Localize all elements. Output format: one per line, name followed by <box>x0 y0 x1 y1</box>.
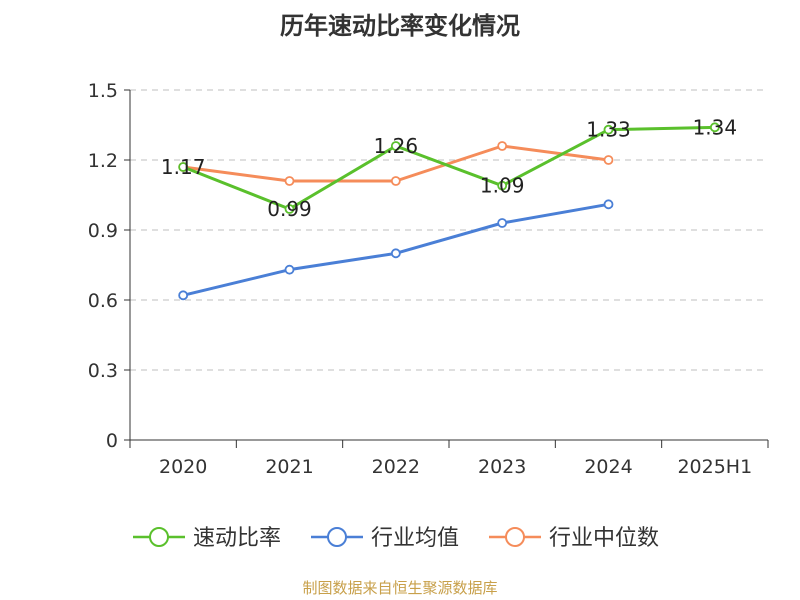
x-tick-label: 2022 <box>372 456 420 478</box>
data-point <box>497 180 508 191</box>
source-note: 制图数据来自恒生聚源数据库 <box>302 579 498 597</box>
data-point <box>284 264 295 275</box>
legend-marker <box>327 527 347 547</box>
data-point <box>390 141 401 151</box>
data-point <box>178 290 189 301</box>
legend-label: 速动比率 <box>193 526 281 551</box>
data-point <box>284 176 295 186</box>
data-label: 0.99 <box>267 197 312 221</box>
x-tick-label: 2020 <box>159 456 207 478</box>
data-point <box>603 155 614 165</box>
data-point <box>603 124 614 135</box>
data-label: 1.17 <box>161 155 206 179</box>
y-tick-label: 0.6 <box>88 290 118 312</box>
series-line <box>182 125 715 211</box>
x-tick-label: 2023 <box>478 456 526 478</box>
x-tick-label: 2021 <box>265 456 313 478</box>
x-tick-label: 2025H1 <box>677 456 752 478</box>
legend-marker <box>149 527 169 547</box>
legend-label: 行业均值 <box>371 526 459 551</box>
y-tick-label: 0.3 <box>88 360 118 382</box>
data-point <box>284 204 295 214</box>
y-tick-label: 0 <box>106 430 118 452</box>
data-label: 1.26 <box>374 134 419 158</box>
x-tick-label: 2024 <box>584 456 632 478</box>
data-point <box>603 199 614 210</box>
legend-label: 行业中位数 <box>549 526 659 551</box>
data-point <box>390 248 401 259</box>
legend-marker <box>505 527 525 547</box>
data-point <box>178 162 189 172</box>
data-label: 1.33 <box>586 118 631 142</box>
y-tick-label: 1.2 <box>88 150 118 172</box>
y-tick-label: 1.5 <box>88 80 118 102</box>
data-label: 1.09 <box>480 174 525 198</box>
data-point <box>497 141 508 151</box>
data-point <box>497 218 508 228</box>
chart-title: 历年速动比率变化情况 <box>280 12 520 40</box>
data-label: 1.34 <box>693 115 738 139</box>
data-point <box>709 122 720 133</box>
y-tick-label: 0.9 <box>88 220 118 242</box>
data-point <box>390 176 401 186</box>
